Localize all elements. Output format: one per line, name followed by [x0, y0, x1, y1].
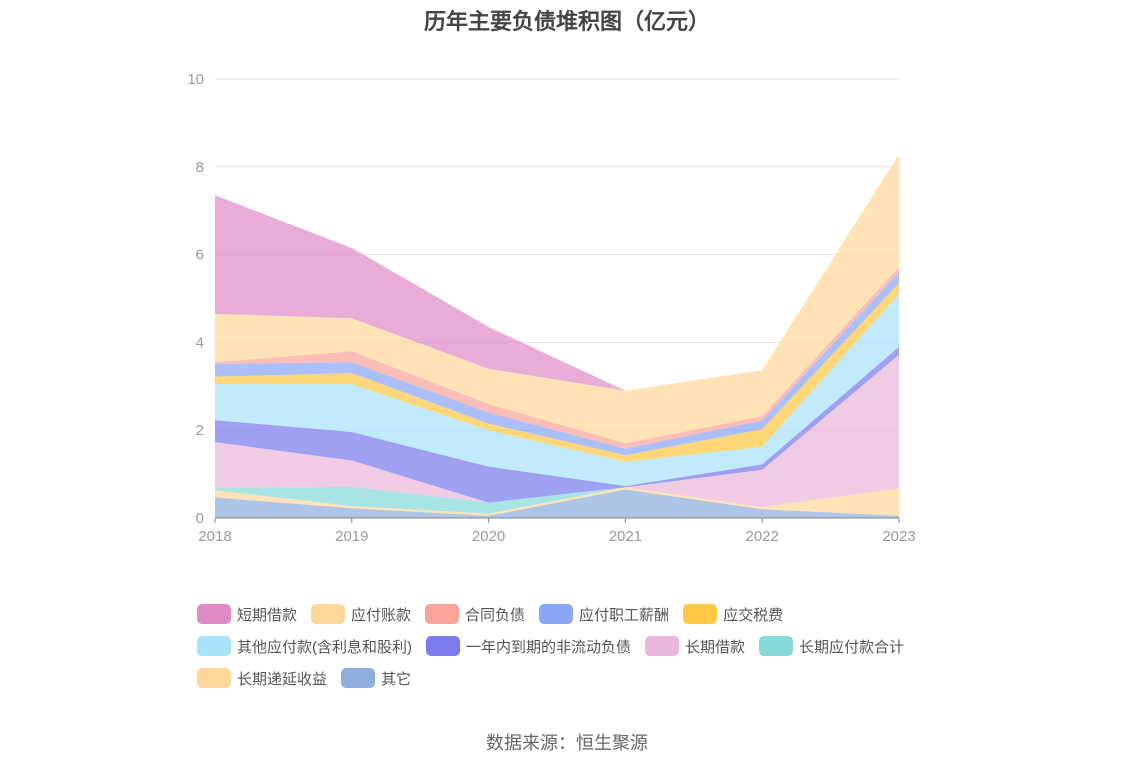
y-tick-label: 4	[196, 334, 204, 351]
legend-item[interactable]: 应交税费	[683, 604, 783, 625]
area-series-4[interactable]: 一年内到期的非流动负债	[215, 346, 899, 503]
y-tick-label: 6	[196, 247, 204, 264]
x-tick-label: 2021	[609, 528, 642, 545]
area-series-1[interactable]: 长期递延收益	[215, 487, 899, 516]
area-series-3[interactable]: 长期借款	[215, 354, 899, 507]
legend-swatch	[425, 604, 460, 624]
legend-swatch	[197, 636, 231, 656]
legend: 短期借款 应付账款 合同负债 应付职工薪酬 应交税费其他应付款(含利息和股利) 一年内到期…	[197, 598, 957, 694]
y-tick-label: 2	[196, 422, 204, 439]
legend-swatch	[197, 604, 231, 624]
legend-swatch	[426, 636, 460, 656]
legend-row: 短期借款 应付账款 合同负债 应付职工薪酬 应交税费	[197, 598, 957, 630]
y-tick-label: 0	[196, 510, 204, 527]
legend-label: 应付账款	[351, 606, 412, 624]
x-tick-label: 2019	[335, 528, 368, 545]
area-series-10[interactable]: 短期借款	[215, 154, 899, 391]
legend-item[interactable]: 合同负债	[425, 604, 525, 625]
legend-swatch	[539, 604, 574, 624]
legend-item[interactable]: 其它	[341, 668, 411, 689]
legend-label: 应付职工薪酬	[579, 606, 670, 624]
x-tick-label: 2020	[472, 528, 505, 545]
area-series-5[interactable]: 其他应付款(含利息和股利)	[215, 294, 899, 486]
legend-label: 短期借款	[237, 606, 298, 624]
legend-label: 一年内到期的非流动负债	[466, 638, 632, 656]
legend-row: 其他应付款(含利息和股利) 一年内到期的非流动负债 长期借款 长期应付款合计	[197, 630, 957, 662]
legend-item[interactable]: 长期递延收益	[197, 668, 327, 689]
area-layer: 其它长期递延收益长期应付款合计长期借款一年内到期的非流动负债其他应付款(含利息和…	[215, 154, 899, 519]
legend-item[interactable]: 短期借款	[197, 604, 297, 625]
legend-swatch	[311, 604, 346, 624]
legend-swatch	[683, 604, 718, 624]
legend-item[interactable]: 应付账款	[311, 604, 411, 625]
area-series-8[interactable]: 合同负债	[215, 266, 899, 449]
x-tick-label: 2022	[746, 528, 779, 545]
legend-item[interactable]: 长期应付款合计	[759, 636, 904, 657]
legend-item[interactable]: 一年内到期的非流动负债	[426, 636, 631, 657]
legend-swatch	[197, 668, 231, 688]
axis-layer: 0 2 4 6 8 10 2018 2019 2020 2021 2022 2023	[187, 71, 915, 545]
source-note: 数据来源：恒生聚源	[486, 733, 648, 753]
legend-item[interactable]: 其他应付款(含利息和股利)	[197, 636, 412, 657]
legend-swatch	[645, 636, 680, 656]
area-series-7[interactable]: 应付职工薪酬	[215, 272, 899, 456]
legend-label: 长期递延收益	[237, 670, 328, 688]
legend-label: 其他应付款(含利息和股利)	[237, 638, 412, 656]
legend-row: 长期递延收益 其它	[197, 662, 957, 694]
legend-label: 长期借款	[685, 638, 746, 656]
legend-swatch	[759, 636, 794, 656]
legend-label: 长期应付款合计	[799, 638, 905, 656]
legend-item[interactable]: 长期借款	[645, 636, 745, 657]
chart-title: 历年主要负债堆积图（亿元）	[423, 9, 710, 34]
x-tick-label: 2018	[198, 528, 231, 545]
y-tick-label: 10	[187, 71, 204, 88]
area-series-9[interactable]: 应付账款	[215, 154, 899, 444]
legend-swatch	[341, 668, 376, 688]
area-series-0[interactable]: 其它	[215, 489, 899, 519]
legend-label: 合同负债	[465, 606, 526, 624]
legend-label: 其它	[381, 670, 412, 688]
area-series-2[interactable]: 长期应付款合计	[215, 486, 899, 514]
y-tick-label: 8	[196, 159, 204, 176]
x-tick-label: 2023	[882, 528, 915, 545]
legend-label: 应交税费	[723, 606, 784, 624]
stacked-area-chart: 其它长期递延收益长期应付款合计长期借款一年内到期的非流动负债其他应付款(含利息和…	[187, 71, 915, 545]
legend-item[interactable]: 应付职工薪酬	[539, 604, 669, 625]
